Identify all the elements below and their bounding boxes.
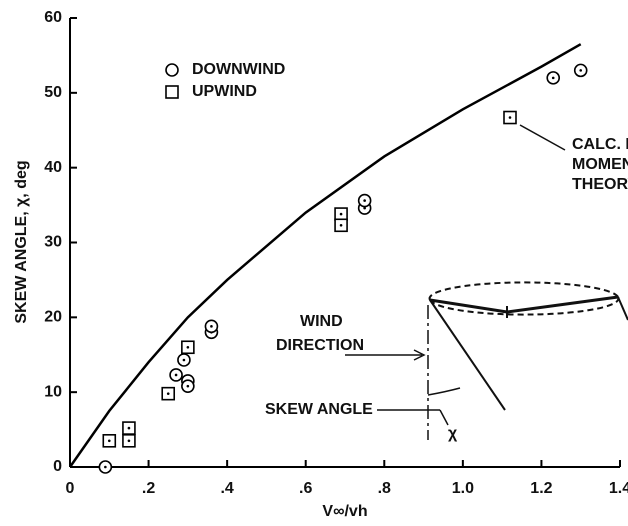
marker-dot xyxy=(182,358,186,362)
curve-label: MOMENTUM xyxy=(572,156,628,173)
curve-label: THEORY xyxy=(572,176,628,193)
marker-dot xyxy=(186,345,190,349)
marker-dot xyxy=(363,206,366,210)
y-tick-label: 10 xyxy=(44,383,62,400)
y-tick-label: 20 xyxy=(44,309,62,326)
x-tick-label: 1.2 xyxy=(530,480,552,497)
y-tick-label: 40 xyxy=(44,159,62,176)
x-tick-label: .4 xyxy=(220,480,233,497)
square-marker xyxy=(165,85,179,99)
marker-dot xyxy=(127,439,131,443)
legend-label: DOWNWIND xyxy=(192,61,285,78)
leader-line xyxy=(519,124,566,151)
x-tick-label: .2 xyxy=(142,480,155,497)
x-tick-label: 0 xyxy=(66,480,75,497)
x-tick-label: 1.4 xyxy=(609,480,628,497)
marker-dot xyxy=(551,76,555,80)
marker-dot xyxy=(579,69,583,72)
rotor-diagram xyxy=(345,281,628,440)
diagram-label: DIRECTION xyxy=(276,337,364,354)
marker-dot xyxy=(210,325,213,328)
y-axis-label: SKEW ANGLE, χ, deg xyxy=(13,160,30,323)
marker-dot xyxy=(339,223,343,227)
marker-dot xyxy=(363,199,366,202)
y-tick-label: 30 xyxy=(44,234,62,251)
curve-label: CALC. FROM xyxy=(572,136,628,153)
x-axis-label: V∞/vh xyxy=(322,503,367,520)
marker-dot xyxy=(508,116,512,119)
diagram-label: χ xyxy=(448,425,458,442)
marker-dot xyxy=(339,212,343,216)
marker-dot xyxy=(104,465,107,469)
y-tick-label: 60 xyxy=(44,9,62,26)
diagram-label: SKEW ANGLE xyxy=(265,401,373,418)
marker-dot xyxy=(166,392,170,395)
marker-dot xyxy=(127,426,131,430)
x-tick-label: .8 xyxy=(378,480,391,497)
y-tick-label: 0 xyxy=(53,458,62,475)
y-tick-label: 50 xyxy=(44,84,62,101)
theory-curve xyxy=(68,43,582,468)
x-tick-label: 1.0 xyxy=(452,480,474,497)
x-tick-label: .6 xyxy=(299,480,312,497)
circle-marker xyxy=(165,63,179,77)
marker-dot xyxy=(107,439,111,443)
legend-label: UPWIND xyxy=(192,83,257,100)
marker-dot xyxy=(186,384,190,388)
marker-dot xyxy=(174,373,178,377)
diagram-label: WIND xyxy=(300,313,343,330)
